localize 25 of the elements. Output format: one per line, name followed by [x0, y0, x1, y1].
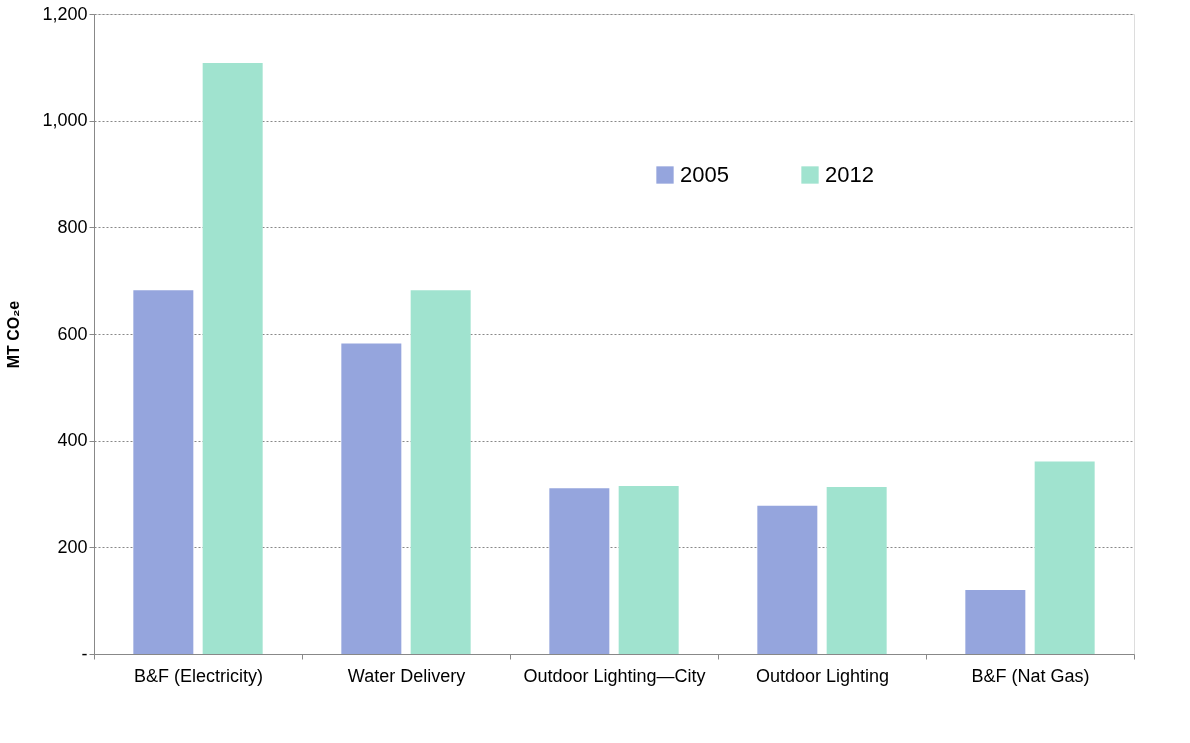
x-tick-label: Outdoor Lighting — [755, 665, 890, 686]
bar — [133, 290, 194, 654]
bar — [1034, 461, 1095, 654]
legend-label: 2012 — [825, 162, 874, 187]
bar — [341, 343, 402, 654]
bar — [757, 505, 818, 654]
y-tick-label: 400 — [57, 430, 88, 451]
y-tick-label: - — [81, 643, 88, 664]
y-axis-title: MT CO₂e — [5, 300, 23, 369]
bar — [410, 290, 471, 654]
y-tick-label: 200 — [57, 536, 88, 557]
y-tick-label: 1,000 — [42, 110, 88, 131]
bar — [202, 63, 263, 654]
y-tick-label: 1,200 — [42, 3, 88, 24]
x-tick-label: B&F (Nat Gas) — [971, 665, 1090, 686]
bar — [549, 488, 610, 654]
y-tick-label: 600 — [57, 323, 88, 344]
bar — [965, 590, 1026, 654]
y-tick-label: 800 — [57, 216, 88, 237]
x-tick-label: B&F (Electricity) — [133, 665, 264, 686]
bar — [618, 486, 679, 654]
x-tick-label: Water Delivery — [347, 665, 466, 686]
x-tick-label: Outdoor Lighting—City — [523, 665, 706, 686]
bar — [826, 487, 887, 654]
legend-label: 2005 — [680, 162, 729, 187]
